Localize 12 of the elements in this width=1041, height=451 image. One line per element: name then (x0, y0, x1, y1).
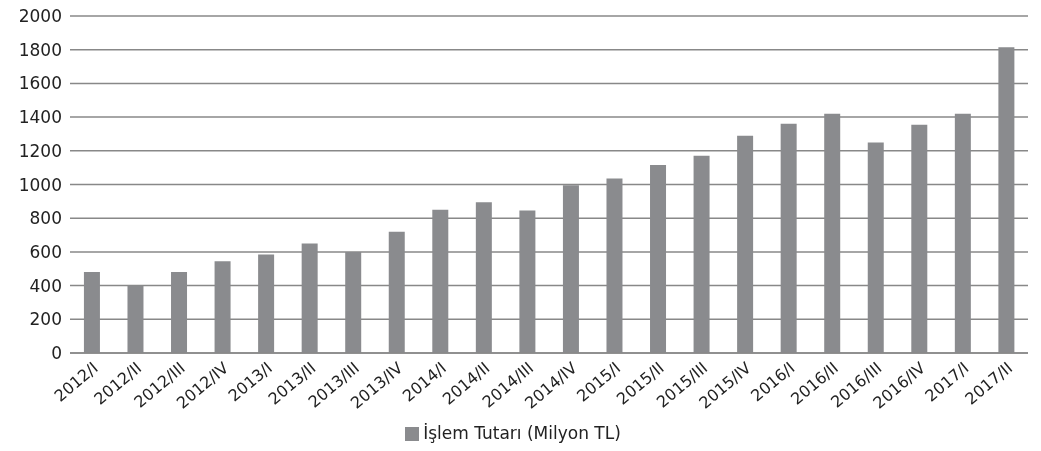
y-tick-label: 200 (29, 309, 62, 330)
y-tick-label: 1600 (18, 73, 62, 94)
y-tick-label: 0 (51, 343, 62, 364)
y-tick-label: 1400 (18, 107, 62, 128)
y-tick-label: 400 (29, 275, 62, 296)
y-tick-label: 2000 (18, 6, 62, 27)
y-tick-label: 600 (29, 241, 62, 262)
y-tick-label: 1800 (18, 39, 62, 60)
y-tick-label: 1200 (18, 140, 62, 161)
y-tick-label: 1000 (18, 174, 62, 195)
legend-label: İşlem Tutarı (Milyon TL) (423, 423, 621, 443)
y-tick-label: 800 (29, 208, 62, 229)
